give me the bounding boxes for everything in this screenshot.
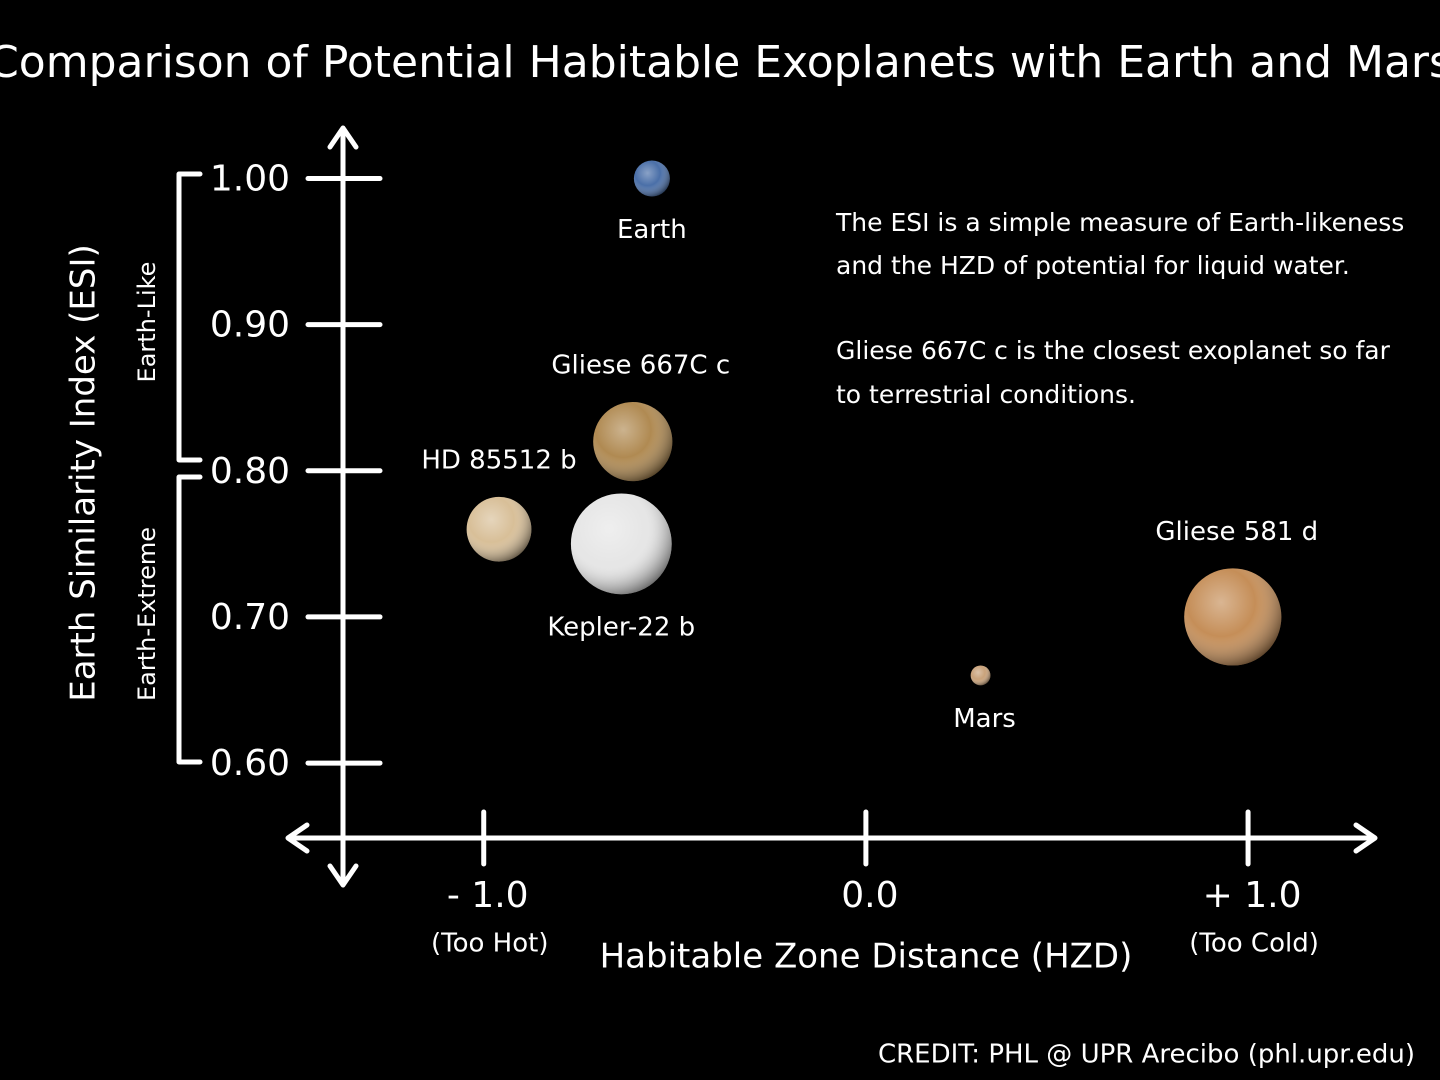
y-tick-label: 0.70: [210, 597, 290, 638]
y-tick-label: 0.80: [210, 451, 290, 492]
planet-shading: [570, 493, 672, 595]
x-tick-label: + 1.0: [1203, 875, 1302, 916]
y-tick-label: 1.00: [210, 158, 290, 199]
note: and the HZD of potential for liquid wate…: [836, 251, 1350, 280]
planet-shading: [466, 496, 532, 562]
x-axis-label: Habitable Zone Distance (HZD): [600, 937, 1133, 977]
x-tick-label: 0.0: [841, 875, 898, 916]
y-tick-label: 0.90: [210, 305, 290, 346]
planet-shading: [970, 665, 991, 686]
x-axis: [285, 822, 1378, 854]
bracket: [176, 171, 203, 463]
planet-label: Earth: [617, 215, 687, 245]
y-axis: [327, 125, 359, 888]
planet-label: Kepler-22 b: [547, 613, 695, 643]
bracket: [176, 474, 203, 765]
x-tick-note: (Too Cold): [1189, 929, 1319, 959]
note: The ESI is a simple measure of Earth-lik…: [835, 208, 1404, 237]
bracket-label: Earth-Like: [133, 262, 161, 383]
x-tick-label: - 1.0: [447, 875, 529, 916]
planet-label: HD 85512 b: [421, 445, 576, 475]
planet-label: Gliese 581 d: [1155, 517, 1318, 547]
planet-shading: [633, 160, 670, 197]
planet-shading: [593, 401, 673, 482]
x-tick-note: (Too Hot): [431, 929, 548, 959]
planet-label: Mars: [953, 704, 1016, 734]
bracket-label: Earth-Extreme: [133, 527, 161, 701]
credit: CREDIT: PHL @ UPR Arecibo (phl.upr.edu): [878, 1040, 1415, 1070]
note: Gliese 667C c is the closest exoplanet s…: [836, 336, 1391, 365]
planet-shading: [1184, 568, 1282, 666]
planet-label: Gliese 667C c: [551, 350, 730, 380]
y-tick-label: 0.60: [210, 743, 290, 784]
chart-title: Comparison of Potential Habitable Exopla…: [0, 37, 1440, 88]
y-axis-label: Earth Similarity Index (ESI): [64, 244, 104, 702]
note: to terrestrial conditions.: [836, 380, 1136, 409]
